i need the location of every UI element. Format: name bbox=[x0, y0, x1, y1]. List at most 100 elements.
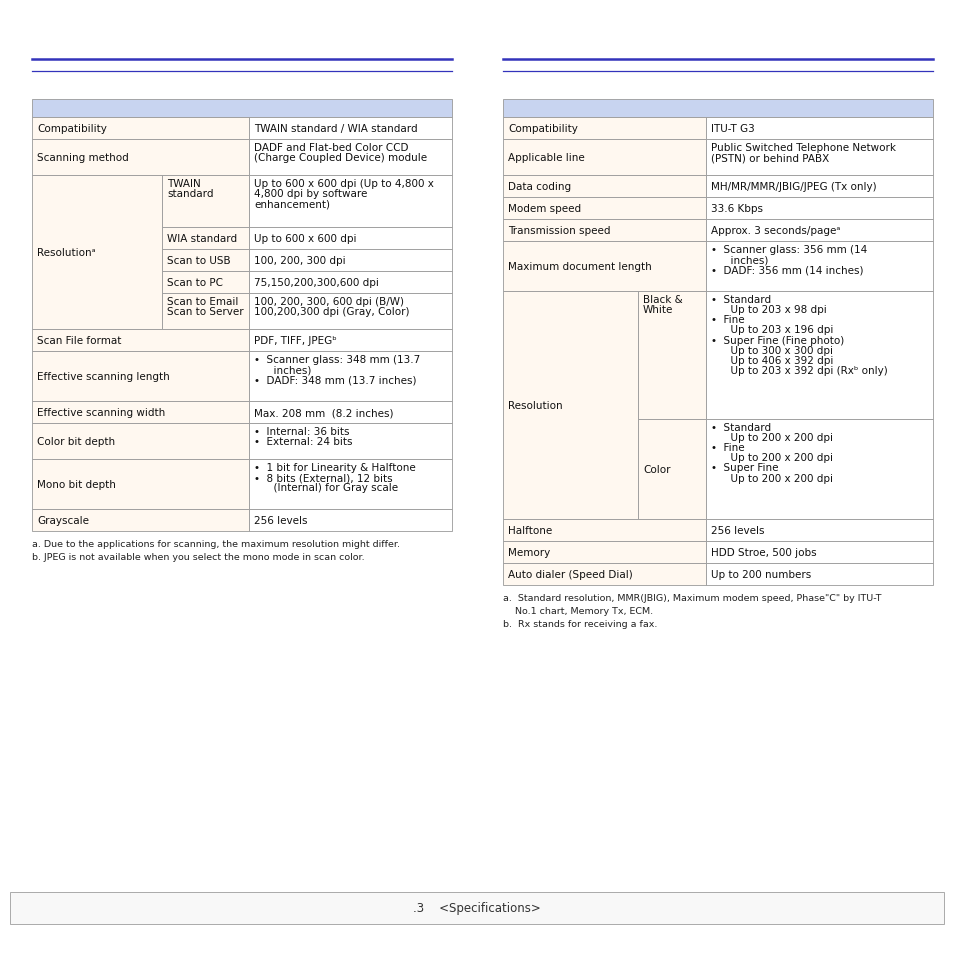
Text: inches): inches) bbox=[253, 365, 311, 375]
Text: Resolutionᵃ: Resolutionᵃ bbox=[37, 248, 95, 257]
Bar bbox=[249, 459, 452, 510]
Bar bbox=[249, 140, 452, 175]
Bar bbox=[705, 118, 932, 140]
Text: Up to 600 x 600 dpi: Up to 600 x 600 dpi bbox=[253, 233, 356, 244]
Bar bbox=[32, 423, 249, 459]
Bar bbox=[502, 118, 705, 140]
Text: •  Standard: • Standard bbox=[710, 294, 770, 305]
Bar bbox=[638, 419, 705, 519]
Text: Effective scanning width: Effective scanning width bbox=[37, 408, 165, 417]
Text: HDD Stroe, 500 jobs: HDD Stroe, 500 jobs bbox=[710, 547, 816, 558]
Bar bbox=[249, 175, 452, 228]
Text: WIA standard: WIA standard bbox=[167, 233, 237, 244]
Bar bbox=[705, 419, 932, 519]
Text: Up to 203 x 98 dpi: Up to 203 x 98 dpi bbox=[710, 305, 826, 314]
Bar bbox=[502, 292, 638, 519]
Text: Up to 200 x 200 dpi: Up to 200 x 200 dpi bbox=[710, 473, 832, 483]
Bar bbox=[705, 198, 932, 220]
Text: Up to 200 numbers: Up to 200 numbers bbox=[710, 569, 810, 579]
Text: TWAIN: TWAIN bbox=[167, 179, 200, 189]
Bar bbox=[249, 294, 452, 330]
Text: No.1 chart, Memory Tx, ECM.: No.1 chart, Memory Tx, ECM. bbox=[502, 606, 653, 616]
Text: Modem speed: Modem speed bbox=[507, 204, 580, 213]
Text: MH/MR/MMR/JBIG/JPEG (Tx only): MH/MR/MMR/JBIG/JPEG (Tx only) bbox=[710, 182, 876, 192]
Bar bbox=[162, 272, 249, 294]
Text: 100, 200, 300 dpi: 100, 200, 300 dpi bbox=[253, 255, 345, 266]
Bar bbox=[502, 175, 705, 198]
Bar bbox=[638, 292, 705, 419]
Text: inches): inches) bbox=[710, 254, 767, 265]
Text: •  Fine: • Fine bbox=[710, 314, 744, 325]
Bar bbox=[249, 510, 452, 532]
Text: PDF, TIFF, JPEGᵇ: PDF, TIFF, JPEGᵇ bbox=[253, 335, 336, 346]
Text: b.  Rx stands for receiving a fax.: b. Rx stands for receiving a fax. bbox=[502, 619, 657, 628]
Text: Up to 600 x 600 dpi (Up to 4,800 x: Up to 600 x 600 dpi (Up to 4,800 x bbox=[253, 179, 434, 189]
Bar bbox=[502, 541, 705, 563]
Bar bbox=[32, 510, 249, 532]
Text: b. JPEG is not available when you select the mono mode in scan color.: b. JPEG is not available when you select… bbox=[32, 553, 364, 561]
Text: standard: standard bbox=[167, 189, 213, 199]
Text: •  1 bit for Linearity & Halftone: • 1 bit for Linearity & Halftone bbox=[253, 462, 416, 473]
Text: •  Scanner glass: 348 mm (13.7: • Scanner glass: 348 mm (13.7 bbox=[253, 355, 420, 365]
Text: DADF and Flat-bed Color CCD: DADF and Flat-bed Color CCD bbox=[253, 143, 408, 152]
Bar bbox=[249, 330, 452, 352]
Text: •  Standard: • Standard bbox=[710, 422, 770, 433]
Bar bbox=[502, 100, 932, 118]
Text: •  Super Fine: • Super Fine bbox=[710, 463, 778, 473]
Text: Memory: Memory bbox=[507, 547, 550, 558]
Bar bbox=[249, 228, 452, 250]
Text: (Charge Coupled Device) module: (Charge Coupled Device) module bbox=[253, 153, 427, 163]
Bar bbox=[249, 272, 452, 294]
Text: Up to 203 x 196 dpi: Up to 203 x 196 dpi bbox=[710, 325, 833, 335]
Bar bbox=[162, 228, 249, 250]
Text: Halftone: Halftone bbox=[507, 525, 552, 536]
Bar bbox=[502, 242, 705, 292]
Text: Approx. 3 seconds/pageᵃ: Approx. 3 seconds/pageᵃ bbox=[710, 226, 840, 235]
Bar bbox=[502, 220, 705, 242]
Bar bbox=[32, 118, 249, 140]
Text: 4,800 dpi by software: 4,800 dpi by software bbox=[253, 189, 367, 199]
Text: 33.6 Kbps: 33.6 Kbps bbox=[710, 204, 762, 213]
Text: Mono bit depth: Mono bit depth bbox=[37, 479, 115, 490]
Bar bbox=[32, 330, 249, 352]
Text: 75,150,200,300,600 dpi: 75,150,200,300,600 dpi bbox=[253, 277, 378, 288]
Text: 256 levels: 256 levels bbox=[253, 516, 307, 525]
Bar bbox=[32, 175, 162, 330]
Text: 100,200,300 dpi (Gray, Color): 100,200,300 dpi (Gray, Color) bbox=[253, 307, 409, 316]
Bar bbox=[162, 250, 249, 272]
Text: Up to 200 x 200 dpi: Up to 200 x 200 dpi bbox=[710, 453, 832, 463]
Text: Scanning method: Scanning method bbox=[37, 152, 129, 163]
Text: Data coding: Data coding bbox=[507, 182, 571, 192]
Text: TWAIN standard / WIA standard: TWAIN standard / WIA standard bbox=[253, 124, 417, 133]
Bar bbox=[705, 175, 932, 198]
Text: Scan to Email: Scan to Email bbox=[167, 296, 238, 307]
Text: Compatibility: Compatibility bbox=[507, 124, 578, 133]
Text: Public Switched Telephone Network: Public Switched Telephone Network bbox=[710, 143, 895, 152]
Text: Up to 203 x 392 dpi (Rxᵇ only): Up to 203 x 392 dpi (Rxᵇ only) bbox=[710, 366, 887, 375]
Text: (Internal) for Gray scale: (Internal) for Gray scale bbox=[253, 483, 397, 493]
Text: Scan to USB: Scan to USB bbox=[167, 255, 231, 266]
Text: Resolution: Resolution bbox=[507, 400, 562, 411]
Bar bbox=[32, 459, 249, 510]
Bar bbox=[705, 220, 932, 242]
Text: Up to 406 x 392 dpi: Up to 406 x 392 dpi bbox=[710, 355, 833, 365]
Text: 256 levels: 256 levels bbox=[710, 525, 763, 536]
Text: Scan to PC: Scan to PC bbox=[167, 277, 223, 288]
Bar bbox=[705, 563, 932, 585]
Bar bbox=[705, 140, 932, 175]
Text: •  DADF: 356 mm (14 inches): • DADF: 356 mm (14 inches) bbox=[710, 265, 862, 275]
Bar bbox=[502, 198, 705, 220]
Text: •  Scanner glass: 356 mm (14: • Scanner glass: 356 mm (14 bbox=[710, 245, 866, 254]
Bar bbox=[32, 401, 249, 423]
Text: Scan to Server: Scan to Server bbox=[167, 307, 243, 316]
Text: a. Due to the applications for scanning, the maximum resolution might differ.: a. Due to the applications for scanning,… bbox=[32, 539, 399, 548]
Text: Effective scanning length: Effective scanning length bbox=[37, 372, 170, 381]
Text: Transmission speed: Transmission speed bbox=[507, 226, 610, 235]
Text: Color bit depth: Color bit depth bbox=[37, 436, 115, 447]
Text: ITU-T G3: ITU-T G3 bbox=[710, 124, 754, 133]
Text: •  Super Fine (Fine photo): • Super Fine (Fine photo) bbox=[710, 335, 843, 345]
Bar bbox=[249, 250, 452, 272]
Text: Applicable line: Applicable line bbox=[507, 152, 584, 163]
Text: 100, 200, 300, 600 dpi (B/W): 100, 200, 300, 600 dpi (B/W) bbox=[253, 296, 403, 307]
Text: White: White bbox=[642, 305, 673, 314]
